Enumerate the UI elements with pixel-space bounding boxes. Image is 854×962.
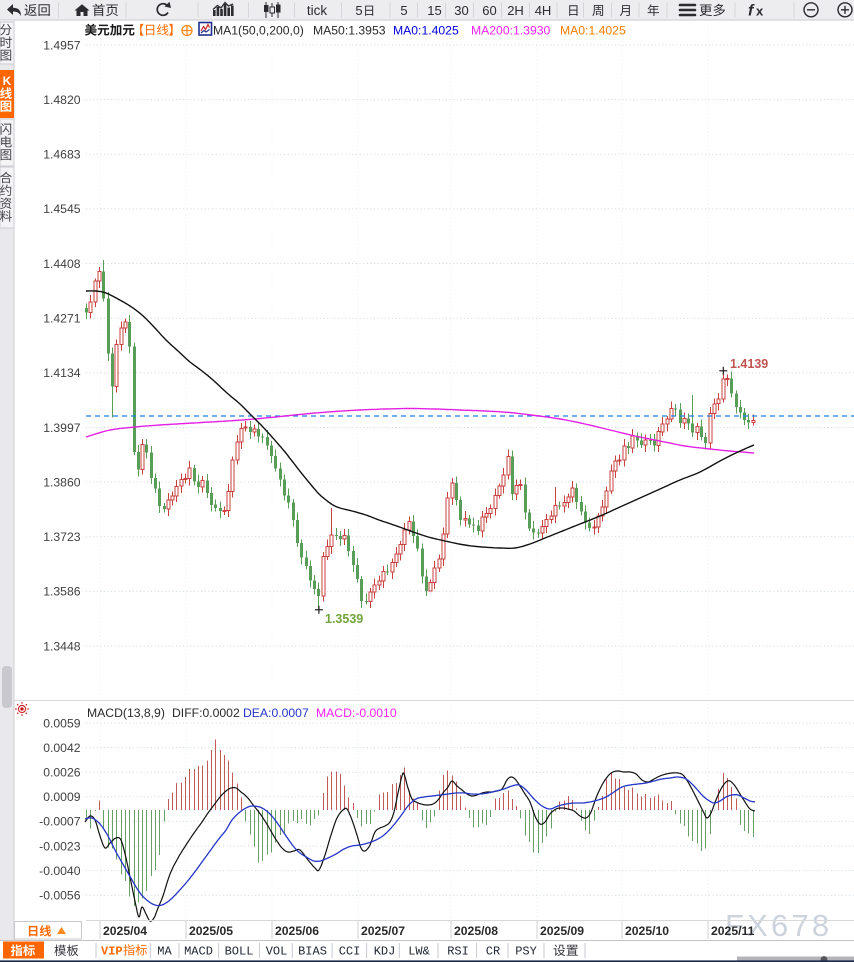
svg-text:1.3860: 1.3860 bbox=[43, 475, 80, 489]
svg-text:KDJ: KDJ bbox=[374, 945, 396, 959]
svg-text:1.4134: 1.4134 bbox=[43, 366, 80, 380]
svg-text:DIFF:0.0002: DIFF:0.0002 bbox=[172, 706, 240, 720]
svg-text:VOL: VOL bbox=[266, 945, 288, 959]
svg-text:CCI: CCI bbox=[339, 945, 361, 959]
svg-text:BIAS: BIAS bbox=[298, 945, 327, 959]
svg-text:RSI: RSI bbox=[447, 945, 469, 959]
svg-text:DEA:0.0007: DEA:0.0007 bbox=[243, 706, 309, 720]
svg-text:K: K bbox=[3, 74, 12, 88]
svg-text:MACD(13,8,9): MACD(13,8,9) bbox=[87, 706, 165, 720]
svg-text:0.0009: 0.0009 bbox=[43, 790, 80, 804]
svg-text:2025/09: 2025/09 bbox=[540, 924, 584, 938]
svg-text:1.4683: 1.4683 bbox=[43, 148, 80, 162]
svg-text:5: 5 bbox=[400, 3, 407, 18]
svg-text:VIP: VIP bbox=[101, 945, 123, 959]
svg-text:2025/06: 2025/06 bbox=[275, 924, 319, 938]
svg-text:1.4545: 1.4545 bbox=[43, 202, 80, 216]
svg-text:1.3723: 1.3723 bbox=[43, 530, 80, 544]
svg-text:MA0:1.4025: MA0:1.4025 bbox=[393, 24, 459, 38]
svg-text:-0.0056: -0.0056 bbox=[39, 889, 81, 903]
svg-text:1.3448: 1.3448 bbox=[43, 639, 80, 653]
svg-text:-0.0023: -0.0023 bbox=[39, 839, 81, 853]
svg-text:PSY: PSY bbox=[515, 945, 537, 959]
svg-text:LW&: LW& bbox=[408, 945, 430, 959]
svg-text:1.3539: 1.3539 bbox=[325, 612, 363, 626]
svg-text:f: f bbox=[748, 3, 755, 20]
svg-text:BOLL: BOLL bbox=[225, 945, 254, 959]
svg-text:2025/05: 2025/05 bbox=[189, 924, 233, 938]
svg-text:1.4139: 1.4139 bbox=[730, 357, 768, 371]
svg-text:MACD: MACD bbox=[184, 945, 213, 959]
svg-text:1.4957: 1.4957 bbox=[43, 38, 80, 52]
svg-text:MA50:1.3953: MA50:1.3953 bbox=[313, 24, 386, 38]
svg-text:2H: 2H bbox=[507, 3, 524, 18]
svg-text:2025/11: 2025/11 bbox=[711, 924, 755, 938]
svg-text:0.0026: 0.0026 bbox=[43, 766, 80, 780]
svg-text:0.0059: 0.0059 bbox=[43, 716, 80, 730]
svg-text:4H: 4H bbox=[535, 3, 552, 18]
svg-text:x: x bbox=[756, 4, 764, 19]
svg-text:2025/10: 2025/10 bbox=[625, 924, 669, 938]
svg-text:MACD:-0.0010: MACD:-0.0010 bbox=[316, 706, 397, 720]
svg-text:tick: tick bbox=[307, 3, 328, 18]
svg-text:-0.0007: -0.0007 bbox=[39, 815, 81, 829]
svg-text:30: 30 bbox=[454, 3, 468, 18]
svg-text:2025/04: 2025/04 bbox=[103, 924, 147, 938]
svg-text:1.4820: 1.4820 bbox=[43, 93, 80, 107]
svg-text:5: 5 bbox=[355, 3, 362, 18]
svg-text:-0.0040: -0.0040 bbox=[39, 864, 81, 878]
svg-text:MA200:1.3930: MA200:1.3930 bbox=[471, 24, 551, 38]
svg-text:2025/08: 2025/08 bbox=[454, 924, 498, 938]
svg-text:MA1(50,0,200,0): MA1(50,0,200,0) bbox=[213, 24, 304, 38]
svg-text:CR: CR bbox=[486, 945, 500, 959]
svg-text:2025/07: 2025/07 bbox=[361, 924, 405, 938]
svg-text:0.0042: 0.0042 bbox=[43, 741, 80, 755]
svg-text:1.4408: 1.4408 bbox=[43, 257, 80, 271]
svg-text:1.3586: 1.3586 bbox=[43, 585, 80, 599]
svg-text:60: 60 bbox=[482, 3, 496, 18]
svg-text:15: 15 bbox=[427, 3, 441, 18]
svg-text:1.3997: 1.3997 bbox=[43, 421, 80, 435]
svg-text:1.4271: 1.4271 bbox=[43, 312, 80, 326]
svg-text:MA: MA bbox=[157, 945, 172, 959]
svg-text:MA0:1.4025: MA0:1.4025 bbox=[560, 24, 626, 38]
svg-text:FX678: FX678 bbox=[725, 908, 832, 943]
